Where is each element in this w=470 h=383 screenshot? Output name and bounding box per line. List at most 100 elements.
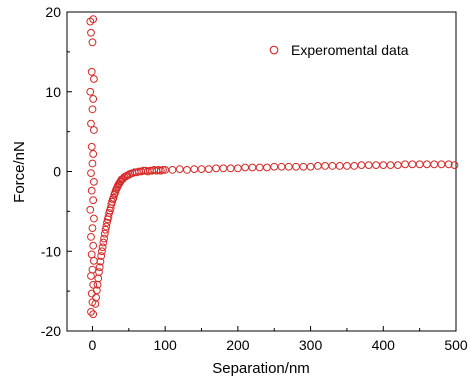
data-point [437, 160, 446, 169]
data-point [101, 225, 110, 234]
tick-labels: 0 100 200 300 400 500 -20 -10 0 10 20 [41, 4, 468, 353]
data-point [241, 163, 250, 172]
data-point [335, 162, 344, 170]
axis-ticks [67, 11, 457, 332]
data-point [277, 162, 286, 171]
data-point [89, 280, 98, 289]
data-point [90, 75, 98, 83]
data-point [270, 162, 279, 171]
data-point [89, 196, 98, 205]
data-point [89, 95, 98, 103]
data-point [88, 265, 97, 274]
data-point [87, 169, 95, 177]
data-point [284, 162, 293, 171]
data-point [87, 28, 95, 37]
data-point [88, 224, 97, 233]
data-point [350, 162, 359, 170]
data-point [415, 160, 424, 169]
x-tick-label: 300 [299, 337, 323, 353]
data-point [87, 186, 96, 195]
data-point [98, 243, 107, 252]
data-point [96, 257, 105, 266]
data-point [292, 162, 300, 171]
data-point [109, 193, 118, 202]
data-point [233, 164, 242, 173]
y-tick-label: 20 [45, 4, 61, 20]
y-tick-label: 0 [53, 164, 61, 180]
y-tick-label: -20 [41, 323, 61, 339]
data-point [95, 263, 104, 272]
data-point [408, 160, 417, 169]
y-tick-label: -10 [41, 243, 61, 259]
legend-marker [269, 45, 279, 55]
plot-area [66, 11, 457, 332]
data-points [86, 15, 459, 319]
data-point [103, 218, 111, 227]
data-point [401, 160, 410, 169]
data-point [313, 162, 322, 170]
data-point [98, 247, 106, 256]
data-point [168, 166, 177, 174]
data-point [95, 268, 103, 276]
data-point [99, 238, 108, 247]
data-point [97, 252, 106, 260]
data-point [219, 164, 228, 173]
data-point [89, 310, 98, 319]
data-point [89, 15, 98, 24]
data-point [306, 162, 315, 171]
data-point [90, 177, 98, 186]
data-point [90, 214, 98, 223]
data-point [87, 142, 96, 151]
legend: Experomental data [269, 42, 409, 58]
data-point [100, 234, 108, 243]
data-point [159, 166, 167, 174]
data-point [357, 161, 366, 170]
data-point [89, 241, 98, 250]
data-point [87, 232, 95, 241]
data-point [343, 162, 351, 170]
data-point [226, 164, 235, 173]
legend-label: Experomental data [291, 42, 409, 58]
data-point [248, 163, 257, 172]
data-point [89, 150, 98, 158]
plot-frame [66, 11, 457, 332]
data-point [183, 166, 191, 174]
data-point [92, 293, 100, 302]
data-point [204, 165, 213, 174]
data-point [321, 162, 330, 170]
x-tick-label: 400 [372, 337, 396, 353]
data-point [379, 161, 388, 170]
data-point [88, 159, 97, 168]
data-point [87, 289, 96, 298]
data-point [197, 165, 206, 174]
x-tick-label: 100 [153, 337, 177, 353]
data-point [90, 256, 98, 265]
data-point [364, 161, 373, 170]
x-axis-label: Separation/nm [212, 360, 310, 377]
data-point [86, 205, 95, 214]
data-point [88, 38, 97, 47]
data-point [430, 160, 439, 169]
data-point [450, 161, 459, 170]
data-point [372, 161, 380, 170]
data-point [444, 160, 453, 169]
data-point [86, 87, 95, 96]
data-point [190, 165, 199, 174]
data-point [212, 164, 220, 173]
data-point [87, 272, 95, 280]
data-point [90, 126, 98, 134]
data-point [102, 222, 111, 231]
x-tick-label: 500 [444, 337, 468, 353]
y-tick-label: 10 [45, 84, 61, 100]
y-axis-label: Force/nN [11, 141, 28, 203]
data-point [87, 67, 96, 76]
data-point [423, 160, 431, 169]
data-point [386, 161, 395, 170]
data-point [87, 307, 95, 316]
data-point [92, 286, 101, 295]
data-point [94, 274, 103, 283]
x-tick-label: 200 [226, 337, 250, 353]
data-point [100, 229, 109, 238]
data-point [87, 119, 95, 128]
